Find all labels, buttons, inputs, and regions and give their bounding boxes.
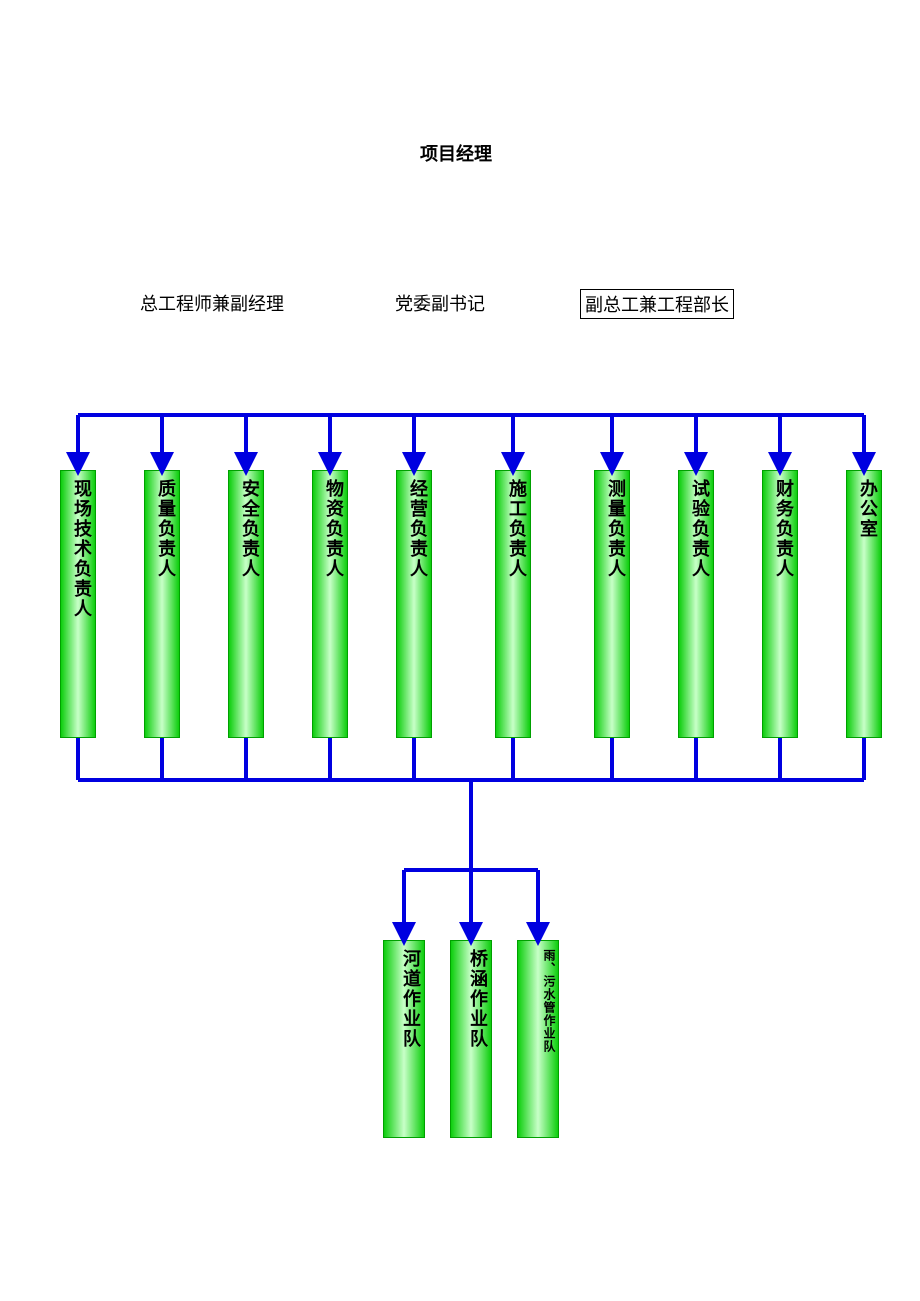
dept-box-materials: 物资负责人 [312,470,348,738]
level2-party-deputy: 党委副书记 [395,290,485,316]
team-box-bridge: 桥涵作业队 [450,940,492,1138]
dept-box-operations: 经营负责人 [396,470,432,738]
dept-box-safety: 安全负责人 [228,470,264,738]
dept-box-survey: 测量负责人 [594,470,630,738]
team-box-sewage: 雨、污水管作业队 [517,940,559,1138]
org-chart-canvas: 项目经理 总工程师兼副经理 党委副书记 副总工兼工程部长 现场技术负责人 质量负… [0,0,920,1301]
dept-box-site-tech: 现场技术负责人 [60,470,96,738]
level2-deputy-chief: 副总工兼工程部长 [580,289,734,319]
dept-box-quality: 质量负责人 [144,470,180,738]
chart-title: 项目经理 [420,140,492,166]
dept-box-office: 办公室 [846,470,882,738]
team-box-river: 河道作业队 [383,940,425,1138]
level2-chief-engineer: 总工程师兼副经理 [140,290,284,316]
dept-box-testing: 试验负责人 [678,470,714,738]
dept-box-construction: 施工负责人 [495,470,531,738]
dept-box-finance: 财务负责人 [762,470,798,738]
